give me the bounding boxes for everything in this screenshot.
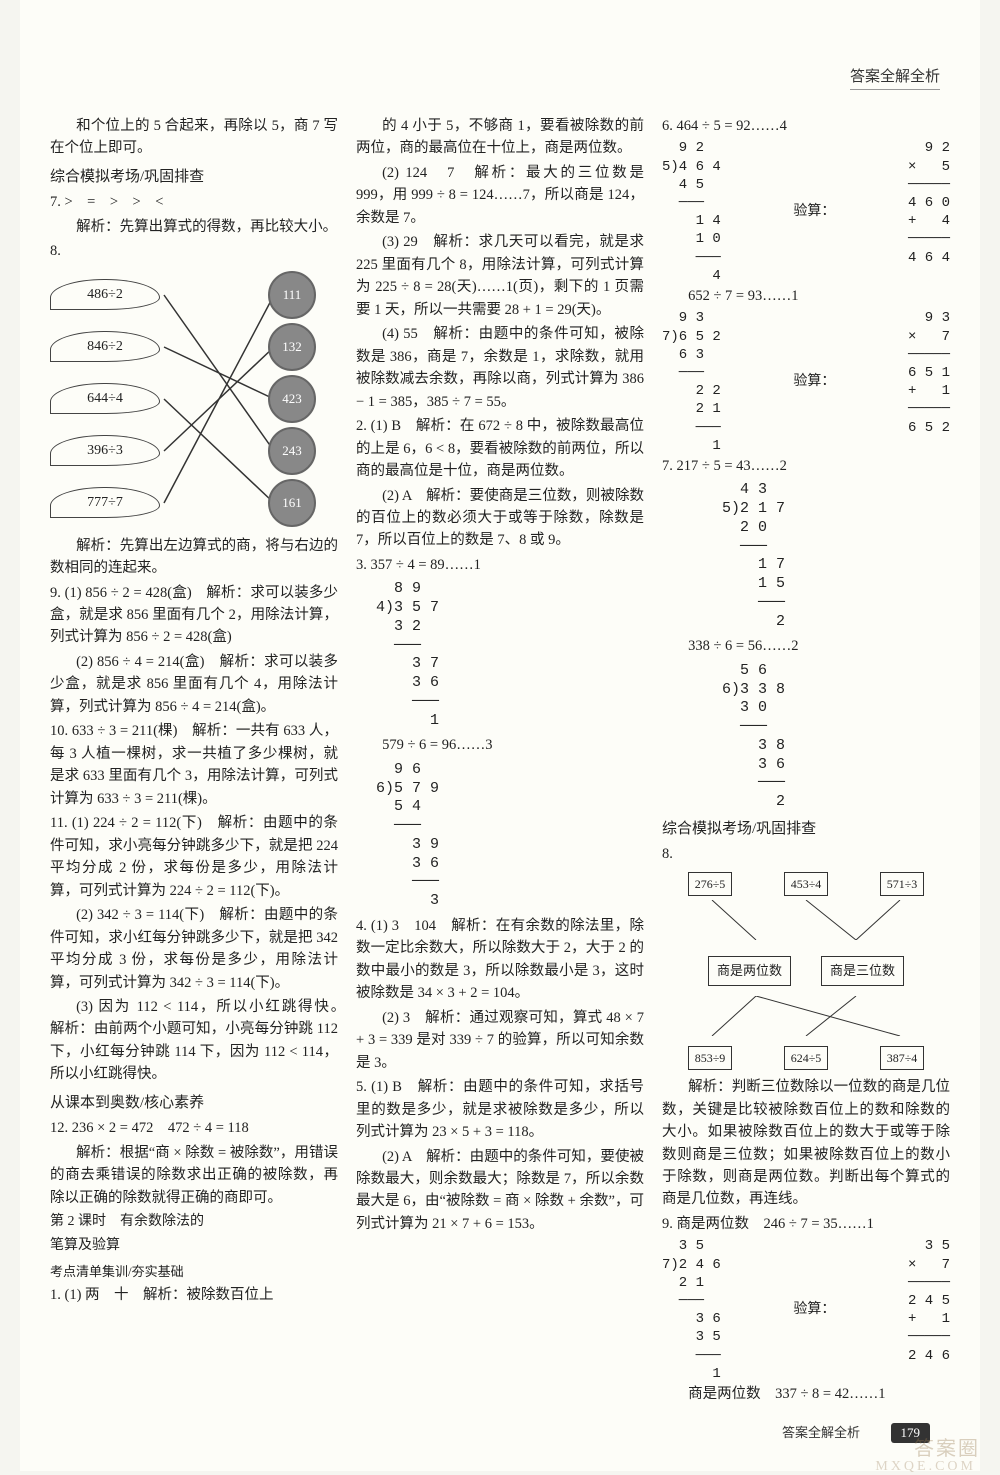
column-3: 6. 464 ÷ 5 = 92……4 9 2 5)4 6 4 4 5 ─── 1…: [662, 115, 950, 1407]
c1-q7: 7. > = > > <: [50, 191, 338, 213]
c1-section4: 考点清单集训/夯实基础: [50, 1262, 338, 1282]
c1-q10: 10. 633 ÷ 3 = 211(棵) 解析：一共有 633 人，每 3 人植…: [50, 720, 338, 810]
c2-q5b: (2) A 解析：由题中的条件可知，要使被除数最大，则余数最大；除数是 7，所以…: [356, 1146, 644, 1236]
flower-2: 423: [268, 375, 316, 423]
flower-4: 161: [268, 479, 316, 527]
match-left: 486÷2 846÷2 644÷4 396÷3 777÷7: [50, 269, 160, 529]
c3-q8x: 解析：判断三位数除以一位数的商是几位数，关键是比较被除数百位上的数和除数的大小。…: [662, 1076, 950, 1211]
c3-q6t: 6. 464 ÷ 5 = 92……4: [662, 115, 950, 137]
c1-q7x: 解析：先算出算式的得数，再比较大小。: [50, 216, 338, 238]
calc-246-7: 3 5 7)2 4 6 2 1 ─── 3 6 3 5 ─── 1 验算： 3 …: [662, 1237, 950, 1383]
tag-mid-0: 商是两位数: [708, 956, 791, 986]
c1-section2: 从课本到奥数/核心素养: [50, 1092, 338, 1115]
c1-q11a: 11. (1) 224 ÷ 2 = 112(下) 解析：由题中的条件可知，求小亮…: [50, 812, 338, 902]
c2-q2b: (2) A 解析：要使商是三位数，则被除数的百位上的数必须大于或等于除数，除数是…: [356, 485, 644, 552]
tag-lines-bot: [666, 996, 946, 1036]
tag-diagram: 276÷5 453÷4 571÷3 商是两位数 商是三位数: [662, 872, 950, 1071]
tag-mid-1: 商是三位数: [821, 956, 904, 986]
flower-0: 111: [268, 271, 316, 319]
c3-q9t: 9. 商是两位数 246 ÷ 7 = 35……1: [662, 1213, 950, 1235]
c1-q11c: (3) 因为 112 < 114，所以小红跳得快。 解析：由前两个小题可知，小亮…: [50, 996, 338, 1086]
calc-579-6: 9 6 6)5 7 9 5 4 ─── 3 9 3 6 ─── 3: [376, 761, 644, 911]
c3-q7b: 338 ÷ 6 = 56……2: [662, 635, 950, 657]
tag-row-top: 276÷5 453÷4 571÷3: [662, 872, 950, 897]
tag-row-bot: 853÷9 624÷5 387÷4: [662, 1046, 950, 1071]
c2-p3: (3) 29 解析：求几天可以看完，就是求 225 里面有几个 8，用除法计算，…: [356, 231, 644, 321]
flower-1: 132: [268, 323, 316, 371]
match-diagram: 486÷2 846÷2 644÷4 396÷3 777÷7 111 132 42…: [50, 269, 338, 529]
c1-q12: 12. 236 × 2 = 472 472 ÷ 4 = 118: [50, 1117, 338, 1139]
calc-6b-left: 9 3 7)6 5 2 6 3 ─── 2 2 2 1 ─── 1: [662, 309, 721, 455]
c2-p1: 的 4 小于 5，不够商 1，要看被除数的前两位，商的最高位在十位上，商是两位数…: [356, 115, 644, 160]
leaf-2: 644÷4: [50, 383, 160, 415]
c3-q9b: 商是两位数 337 ÷ 8 = 42……1: [662, 1383, 950, 1405]
calc-464-5: 9 2 5)4 6 4 4 5 ─── 1 4 1 0 ─── 4 验算： 9 …: [662, 139, 950, 285]
c1-section3a: 第 2 课时 有余数除法的: [50, 1211, 338, 1233]
c2-p4: (4) 55 解析：由题中的条件可知，被除数是 386，商是 7，余数是 1，求…: [356, 323, 644, 413]
verify-label-9: 验算：: [793, 1299, 835, 1321]
calc-9-left: 3 5 7)2 4 6 2 1 ─── 3 6 3 5 ─── 1: [662, 1237, 721, 1383]
c1-p1b: 1. (1) 两 十 解析：被除数百位上: [50, 1284, 338, 1306]
page-footer-label: 答案全解全析: [782, 1422, 860, 1441]
calc-652-7: 9 3 7)6 5 2 6 3 ─── 2 2 2 1 ─── 1 验算： 9 …: [662, 309, 950, 455]
watermark-sub: MXQE.COM: [875, 1459, 976, 1475]
tag-top-2: 571÷3: [880, 872, 925, 897]
header-title: 答案全解全析: [850, 65, 940, 90]
column-2: 的 4 小于 5，不够商 1，要看被除数的前两位，商的最高位在十位上，商是两位数…: [356, 115, 644, 1407]
calc-6a-right: 9 2 × 5 ───── 4 6 0 + 4 ───── 4 6 4: [908, 139, 950, 285]
calc-6a-left: 9 2 5)4 6 4 4 5 ─── 1 4 1 0 ─── 4: [662, 139, 721, 285]
c1-section1: 综合模拟考场/巩固排查: [50, 166, 338, 189]
leaf-1: 846÷2: [50, 331, 160, 363]
c1-q8: 8.: [50, 240, 338, 262]
c3-q6b: 652 ÷ 7 = 93……1: [662, 285, 950, 307]
tag-bot-0: 853÷9: [688, 1046, 733, 1071]
tag-row-mid: 商是两位数 商是三位数: [662, 956, 950, 986]
c2-q4a: 4. (1) 3 104 解析：在有余数的除法里，除数一定比余数大，所以除数大于…: [356, 915, 644, 1005]
c2-q2a: 2. (1) B 解析：在 672 ÷ 8 中，被除数最高位的上是 6，6 < …: [356, 415, 644, 482]
c1-p1: 和个位上的 5 合起来，再除以 5，商 7 写在个位上即可。: [50, 115, 338, 160]
c1-q12x: 解析：根据“商 × 除数 = 被除数”，用错误的商去乘错误的除数求出正确的被除数…: [50, 1142, 338, 1209]
leaf-3: 396÷3: [50, 435, 160, 467]
c2-p2: (2) 124 7 解析：最大的三位数是 999，用 999 ÷ 8 = 124…: [356, 162, 644, 229]
calc-217-5: 4 3 5)2 1 7 2 0 ─── 1 7 1 5 ─── 2: [722, 481, 950, 631]
tag-top-0: 276÷5: [688, 872, 733, 897]
match-right: 111 132 423 243 161: [268, 269, 328, 529]
c2-q5a: 5. (1) B 解析：由题中的条件可知，求括号里的数是多少，就是求被除数是多少…: [356, 1076, 644, 1143]
c3-q8: 8.: [662, 843, 950, 865]
calc-6b-right: 9 3 × 7 ───── 6 5 1 + 1 ───── 6 5 2: [908, 309, 950, 455]
verify-label-6a: 验算：: [793, 201, 835, 223]
tag-lines-top: [666, 900, 946, 940]
column-1: 和个位上的 5 合起来，再除以 5，商 7 写在个位上即可。 综合模拟考场/巩固…: [50, 115, 338, 1407]
tag-bot-1: 624÷5: [784, 1046, 829, 1071]
content-columns: 和个位上的 5 合起来，再除以 5，商 7 写在个位上即可。 综合模拟考场/巩固…: [50, 115, 950, 1407]
verify-label-6b: 验算：: [793, 371, 835, 393]
c2-q4b: (2) 3 解析：通过观察可知，算式 48 × 7 + 3 = 339 是对 3…: [356, 1007, 644, 1074]
c1-q9b: (2) 856 ÷ 4 = 214(盒) 解析：求可以装多少盒，就是求 856 …: [50, 651, 338, 718]
c1-q11b: (2) 342 ÷ 3 = 114(下) 解析：由题中的条件可知，求小红每分钟跳…: [50, 904, 338, 994]
calc-338-6: 5 6 6)3 3 8 3 0 ─── 3 8 3 6 ─── 2: [722, 662, 950, 812]
calc-9-right: 3 5 × 7 ───── 2 4 5 + 1 ───── 2 4 6: [908, 1237, 950, 1383]
page: 答案全解全析 和个位上的 5 合起来，再除以 5，商 7 写在个位上即可。 综合…: [20, 0, 980, 1471]
flower-3: 243: [268, 427, 316, 475]
leaf-4: 777÷7: [50, 487, 160, 519]
tag-bot-2: 387÷4: [880, 1046, 925, 1071]
calc-357-4: 8 9 4)3 5 7 3 2 ─── 3 7 3 6 ─── 1: [376, 580, 644, 730]
leaf-0: 486÷2: [50, 279, 160, 311]
tag-top-1: 453÷4: [784, 872, 829, 897]
c1-q9a: 9. (1) 856 ÷ 2 = 428(盒) 解析：求可以装多少盒，就是求 8…: [50, 582, 338, 649]
c2-q3b: 579 ÷ 6 = 96……3: [356, 734, 644, 756]
c2-q3t: 3. 357 ÷ 4 = 89……1: [356, 554, 644, 576]
watermark: 答案圈: [914, 1432, 980, 1461]
c3-section: 综合模拟考场/巩固排查: [662, 818, 950, 841]
c3-q7t: 7. 217 ÷ 5 = 43……2: [662, 455, 950, 477]
c1-q8x: 解析：先算出左边算式的商，将与右边的数相同的连起来。: [50, 535, 338, 580]
c1-section3b: 笔算及验算: [50, 1235, 338, 1257]
